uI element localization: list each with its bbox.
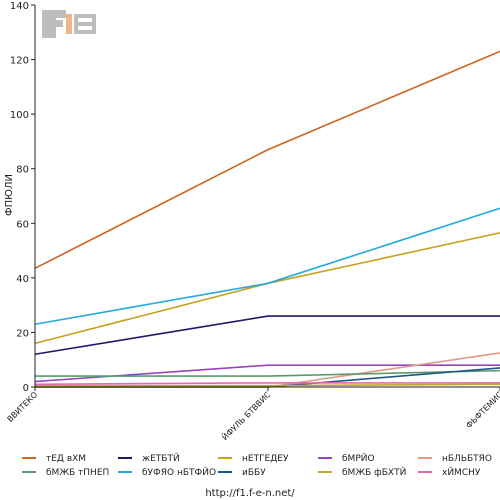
y-tick-label: 0 — [23, 383, 29, 394]
y-tick-label: 20 — [16, 328, 29, 339]
y-axis-ticks: 0 20 40 60 80 100 120 140 — [10, 1, 35, 394]
x-axis-ticks: ВВИТЕКО ЙФУЛЬ БТВВИС ФЬФТЕМИС — [6, 387, 500, 442]
legend-label: хЙМСНУ — [442, 466, 481, 478]
series-lines — [34, 50, 500, 388]
series-line-9 — [35, 383, 500, 387]
legend-label: бМЖБ фБХТЙ — [342, 466, 406, 478]
series-line-1 — [34, 50, 500, 270]
x-tick-label: ВВИТЕКО — [6, 390, 40, 424]
legend: тЕД вХМ жЕТБТЙ нЕТГЕДЕУ бМРЙО нБЛЬБТЯО бМЖБ т… — [22, 452, 492, 478]
legend-label: тЕД вХМ — [46, 454, 86, 464]
x-tick-label: ФЬФТЕМИС — [464, 390, 500, 430]
series-line-7 — [34, 207, 500, 326]
legend-label: бУФЯО нБТФЙО — [142, 466, 216, 478]
legend-label: жЕТБТЙ — [142, 452, 180, 464]
series-line-6 — [35, 369, 500, 377]
logo-watermark — [42, 10, 96, 38]
y-tick-label: 120 — [10, 56, 29, 67]
series-line-2 — [34, 315, 500, 356]
series-line-10 — [34, 382, 500, 386]
series-line-3 — [34, 232, 500, 345]
y-tick-label: 60 — [16, 219, 29, 230]
y-tick-label: 140 — [10, 1, 29, 12]
series-line-5 — [35, 352, 500, 388]
legend-label: бМРЙО — [342, 452, 375, 464]
y-tick-label: 100 — [10, 110, 29, 121]
x-tick-label: ЙФУЛЬ БТВВИС — [219, 388, 273, 442]
legend-label: нЕТГЕДЕУ — [242, 454, 289, 464]
footer-url: http://f1.f-e-n.net/ — [205, 488, 295, 499]
legend-label: бМЖБ тПНЕП — [46, 468, 109, 478]
y-tick-label: 80 — [16, 165, 29, 176]
legend-label: нБЛЬБТЯО — [442, 454, 492, 464]
legend-label: иББУ — [242, 468, 266, 478]
y-tick-label: 40 — [16, 274, 29, 285]
y-axis-label: ФПЮЛИ — [4, 174, 15, 216]
